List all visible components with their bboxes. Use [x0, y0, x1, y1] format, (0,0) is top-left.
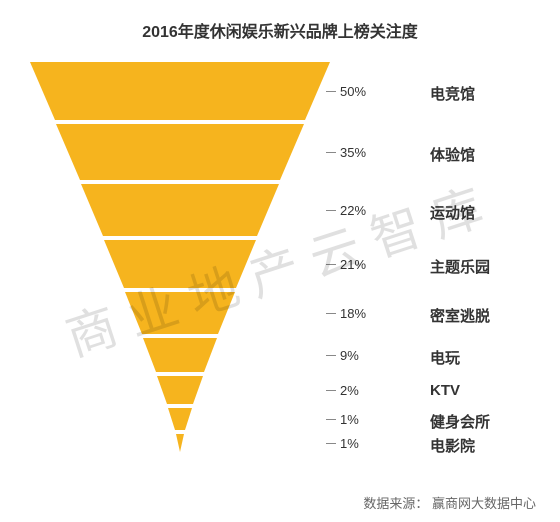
- chart-title: 2016年度休闲娱乐新兴品牌上榜关注度: [0, 0, 560, 52]
- category-label: 电玩: [430, 347, 460, 368]
- category-label: 体验馆: [430, 144, 475, 165]
- percent-label: 21%: [340, 257, 366, 272]
- tick-mark: [326, 264, 336, 265]
- percent-label: 35%: [340, 145, 366, 160]
- category-label: 密室逃脱: [430, 305, 490, 326]
- category-label: 电影院: [430, 435, 475, 456]
- funnel-bar: [56, 124, 304, 180]
- category-labels: 电竞馆体验馆运动馆主题乐园密室逃脱电玩 KTV 健身会所电影院: [430, 62, 540, 482]
- percent-label: 1%: [340, 436, 359, 451]
- tick-mark: [326, 355, 336, 356]
- funnel-bar: [176, 434, 184, 452]
- category-label: 健身会所: [430, 411, 490, 432]
- category-label: 主题乐园: [430, 256, 490, 277]
- funnel-bar: [30, 62, 330, 120]
- data-source: 数据来源： 赢商网大数据中心: [363, 493, 536, 512]
- category-label: 电竞馆: [430, 83, 475, 104]
- funnel-bar: [157, 376, 203, 404]
- funnel-bar: [104, 240, 256, 288]
- tick-mark: [326, 313, 336, 314]
- funnel-bar: [125, 292, 235, 334]
- percent-label: 22%: [340, 203, 366, 218]
- percent-label: 9%: [340, 348, 359, 363]
- category-label: 运动馆: [430, 202, 475, 223]
- tick-mark: [326, 152, 336, 153]
- percent-label: 18%: [340, 306, 366, 321]
- tick-mark: [326, 419, 336, 420]
- percent-label: 50%: [340, 84, 366, 99]
- funnel-bar: [168, 408, 192, 430]
- tick-mark: [326, 443, 336, 444]
- funnel-bar: [143, 338, 217, 372]
- chart-area: 50% 35% 22% 21% 18% 9% 2% 1% 1% 电竞馆体验馆运动馆主题乐园密室逃…: [0, 52, 560, 482]
- funnel-bar: [81, 184, 279, 236]
- data-source-value: 赢商网大数据中心: [432, 496, 536, 511]
- percent-label: 1%: [340, 412, 359, 427]
- data-source-label: 数据来源：: [363, 496, 428, 511]
- tick-mark: [326, 390, 336, 391]
- category-label: KTV: [430, 382, 460, 399]
- percent-labels: 50% 35% 22% 21% 18% 9% 2% 1% 1%: [340, 62, 400, 482]
- funnel: [30, 62, 330, 482]
- tick-mark: [326, 210, 336, 211]
- percent-label: 2%: [340, 383, 359, 398]
- tick-mark: [326, 91, 336, 92]
